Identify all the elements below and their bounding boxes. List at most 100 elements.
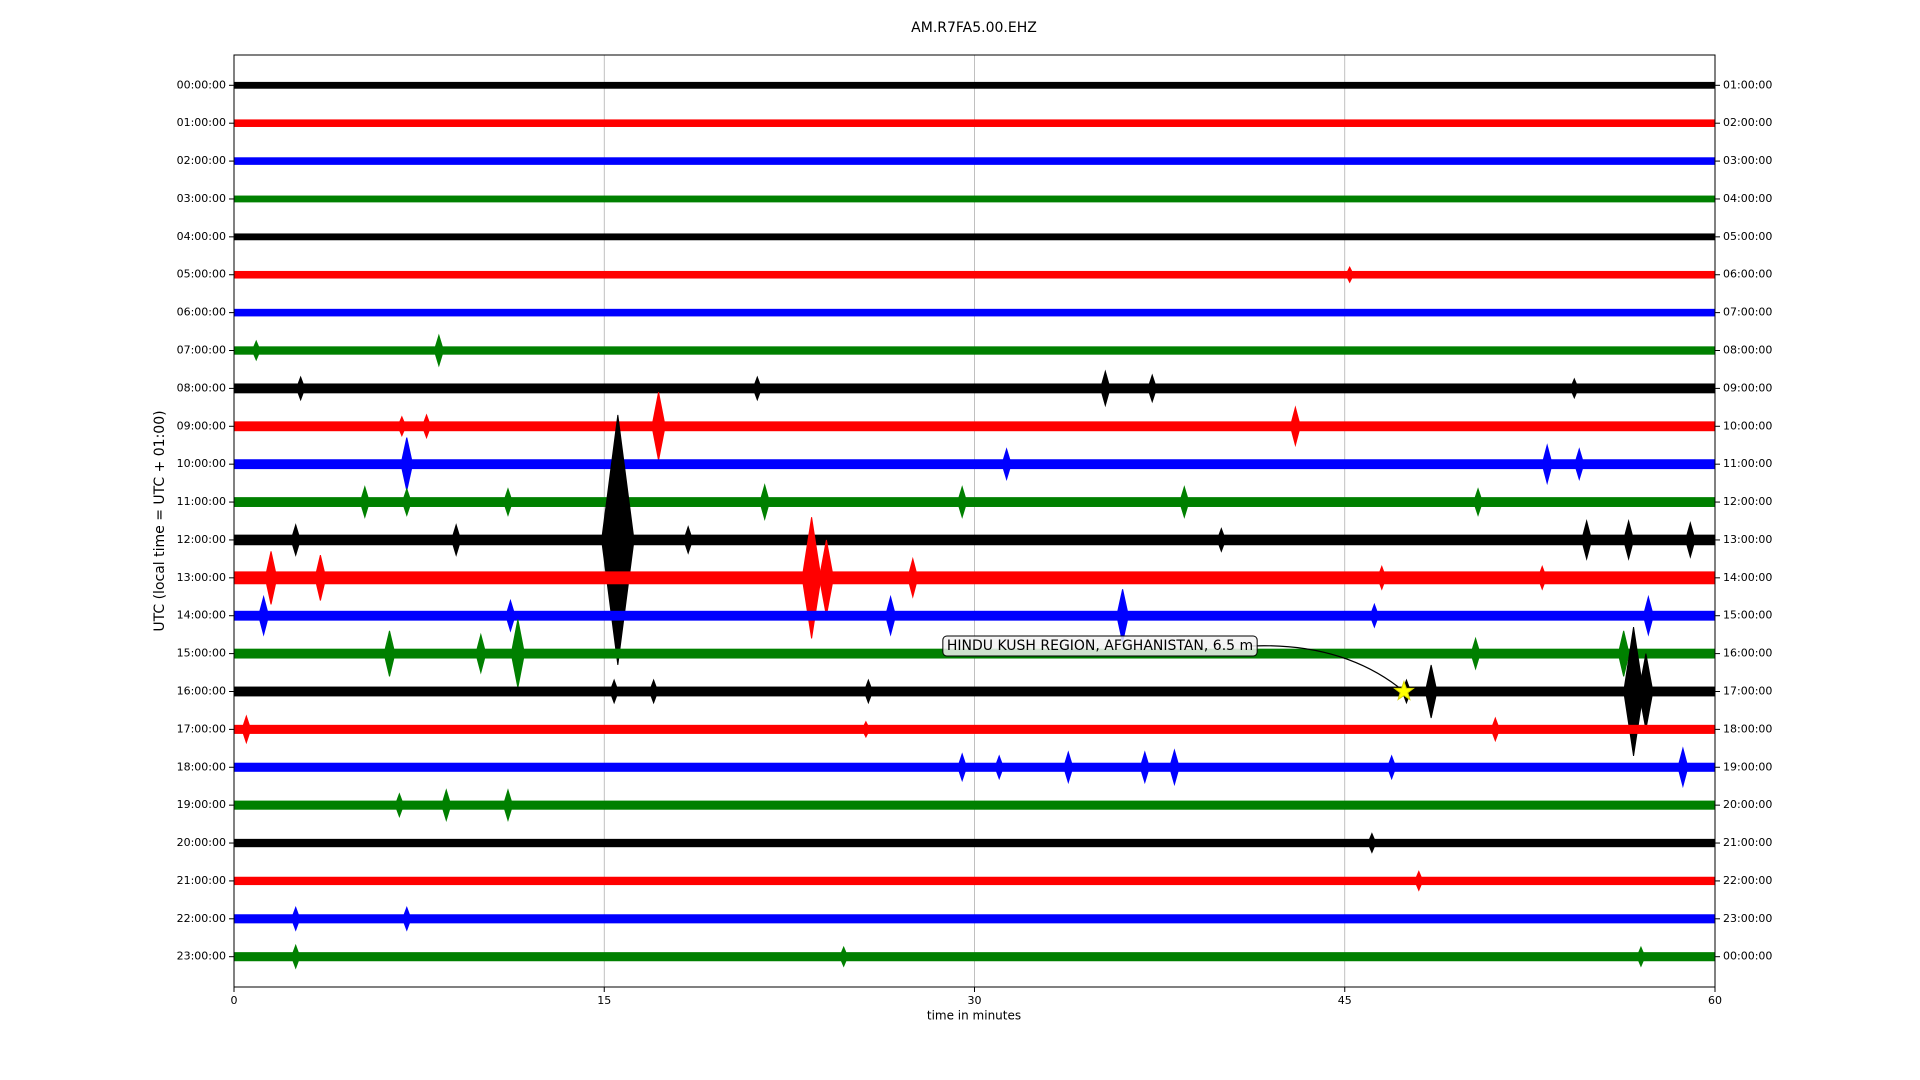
trace-event xyxy=(258,594,270,637)
trace-event xyxy=(818,539,834,616)
trace-event xyxy=(394,792,405,818)
trace-event xyxy=(1581,519,1593,561)
row-label-right: 16:00:00 xyxy=(1723,647,1772,660)
trace-event xyxy=(251,339,261,362)
trace-event xyxy=(475,632,487,675)
trace-noise xyxy=(234,724,1715,734)
trace-noise xyxy=(234,195,1715,203)
row-label-left: 09:00:00 xyxy=(177,419,226,432)
trace-noise xyxy=(234,762,1715,772)
trace-event xyxy=(1001,447,1012,482)
row-label-left: 21:00:00 xyxy=(177,874,226,887)
trace-noise xyxy=(234,838,1715,848)
trace-noise xyxy=(234,383,1715,394)
row-label-right: 11:00:00 xyxy=(1723,457,1772,470)
event-star xyxy=(1393,679,1415,701)
trace-noise xyxy=(234,459,1715,470)
trace-event xyxy=(1345,266,1355,284)
row-label-right: 14:00:00 xyxy=(1723,571,1772,584)
trace-event xyxy=(1642,594,1654,637)
row-label-left: 20:00:00 xyxy=(177,836,226,849)
trace-noise xyxy=(234,421,1715,432)
row-label-right: 13:00:00 xyxy=(1723,533,1772,546)
trace-event xyxy=(314,554,327,601)
y-axis-label: UTC (local time = UTC + 01:00) xyxy=(152,410,168,631)
trace-event xyxy=(1169,748,1180,787)
x-axis-label: time in minutes xyxy=(927,1009,1021,1023)
row-label-left: 02:00:00 xyxy=(177,154,226,167)
trace-event xyxy=(1139,750,1150,785)
row-label-right: 01:00:00 xyxy=(1723,78,1772,91)
x-tick-label: 15 xyxy=(597,994,611,1007)
trace-event xyxy=(290,523,301,557)
trace-noise xyxy=(234,157,1715,165)
trace-event xyxy=(441,788,452,823)
trace-noise xyxy=(234,119,1715,127)
row-label-right: 19:00:00 xyxy=(1723,760,1772,773)
row-label-left: 04:00:00 xyxy=(177,230,226,243)
plot-frame xyxy=(233,54,1716,988)
trace-event xyxy=(648,678,659,705)
trace-noise xyxy=(234,686,1715,697)
trace-noise xyxy=(234,800,1715,810)
row-label-left: 00:00:00 xyxy=(177,78,226,91)
row-label-right: 02:00:00 xyxy=(1723,116,1772,129)
trace-event xyxy=(839,945,849,968)
row-label-left: 11:00:00 xyxy=(177,495,226,508)
trace-event xyxy=(1147,373,1158,404)
trace-event xyxy=(1677,746,1689,789)
trace-event xyxy=(1216,527,1227,553)
row-label-right: 00:00:00 xyxy=(1723,950,1772,963)
trace-event xyxy=(1569,377,1579,400)
trace-event xyxy=(683,525,694,555)
row-label-right: 22:00:00 xyxy=(1723,874,1772,887)
trace-event xyxy=(1377,565,1387,591)
row-label-right: 10:00:00 xyxy=(1723,419,1772,432)
trace-event xyxy=(1289,405,1301,448)
row-label-right: 05:00:00 xyxy=(1723,230,1772,243)
row-label-left: 10:00:00 xyxy=(177,457,226,470)
trace-noise xyxy=(234,952,1715,962)
trace-event xyxy=(1179,485,1190,519)
row-label-left: 01:00:00 xyxy=(177,116,226,129)
trace-noise xyxy=(234,270,1715,279)
trace-event xyxy=(863,678,874,705)
row-label-left: 18:00:00 xyxy=(177,760,226,773)
trace-event xyxy=(1574,447,1585,482)
row-label-left: 12:00:00 xyxy=(177,533,226,546)
trace-noise xyxy=(234,308,1715,317)
row-label-left: 07:00:00 xyxy=(177,344,226,357)
trace-noise xyxy=(234,346,1715,355)
x-tick-label: 60 xyxy=(1708,994,1722,1007)
trace-event xyxy=(433,333,444,368)
row-label-left: 05:00:00 xyxy=(177,268,226,281)
trace-event xyxy=(601,414,635,666)
row-label-right: 20:00:00 xyxy=(1723,798,1772,811)
trace-event xyxy=(383,630,396,677)
trace-event xyxy=(359,485,370,519)
row-label-left: 19:00:00 xyxy=(177,798,226,811)
trace-noise xyxy=(234,876,1715,886)
annotation: HINDU KUSH REGION, AFGHANISTAN, 6.5 m xyxy=(942,635,1258,657)
trace-event xyxy=(609,678,619,705)
trace-event xyxy=(421,413,432,440)
trace-event xyxy=(759,483,771,521)
trace-event xyxy=(1638,653,1654,730)
trace-event xyxy=(451,523,462,557)
trace-event xyxy=(1537,565,1547,591)
trace-event xyxy=(885,594,897,637)
trace-event xyxy=(1424,664,1438,719)
row-label-left: 03:00:00 xyxy=(177,192,226,205)
trace-event xyxy=(994,754,1004,781)
trace-event xyxy=(503,487,513,517)
trace-event xyxy=(1636,945,1646,968)
row-label-left: 17:00:00 xyxy=(177,722,226,735)
chart-title: AM.R7FA5.00.EHZ xyxy=(911,20,1037,36)
row-label-left: 13:00:00 xyxy=(177,571,226,584)
trace-event xyxy=(1623,519,1635,561)
trace-event xyxy=(400,437,414,491)
row-label-left: 08:00:00 xyxy=(177,381,226,394)
trace-event xyxy=(1100,369,1111,408)
trace-event xyxy=(957,485,968,519)
annotation-box xyxy=(942,635,1258,657)
